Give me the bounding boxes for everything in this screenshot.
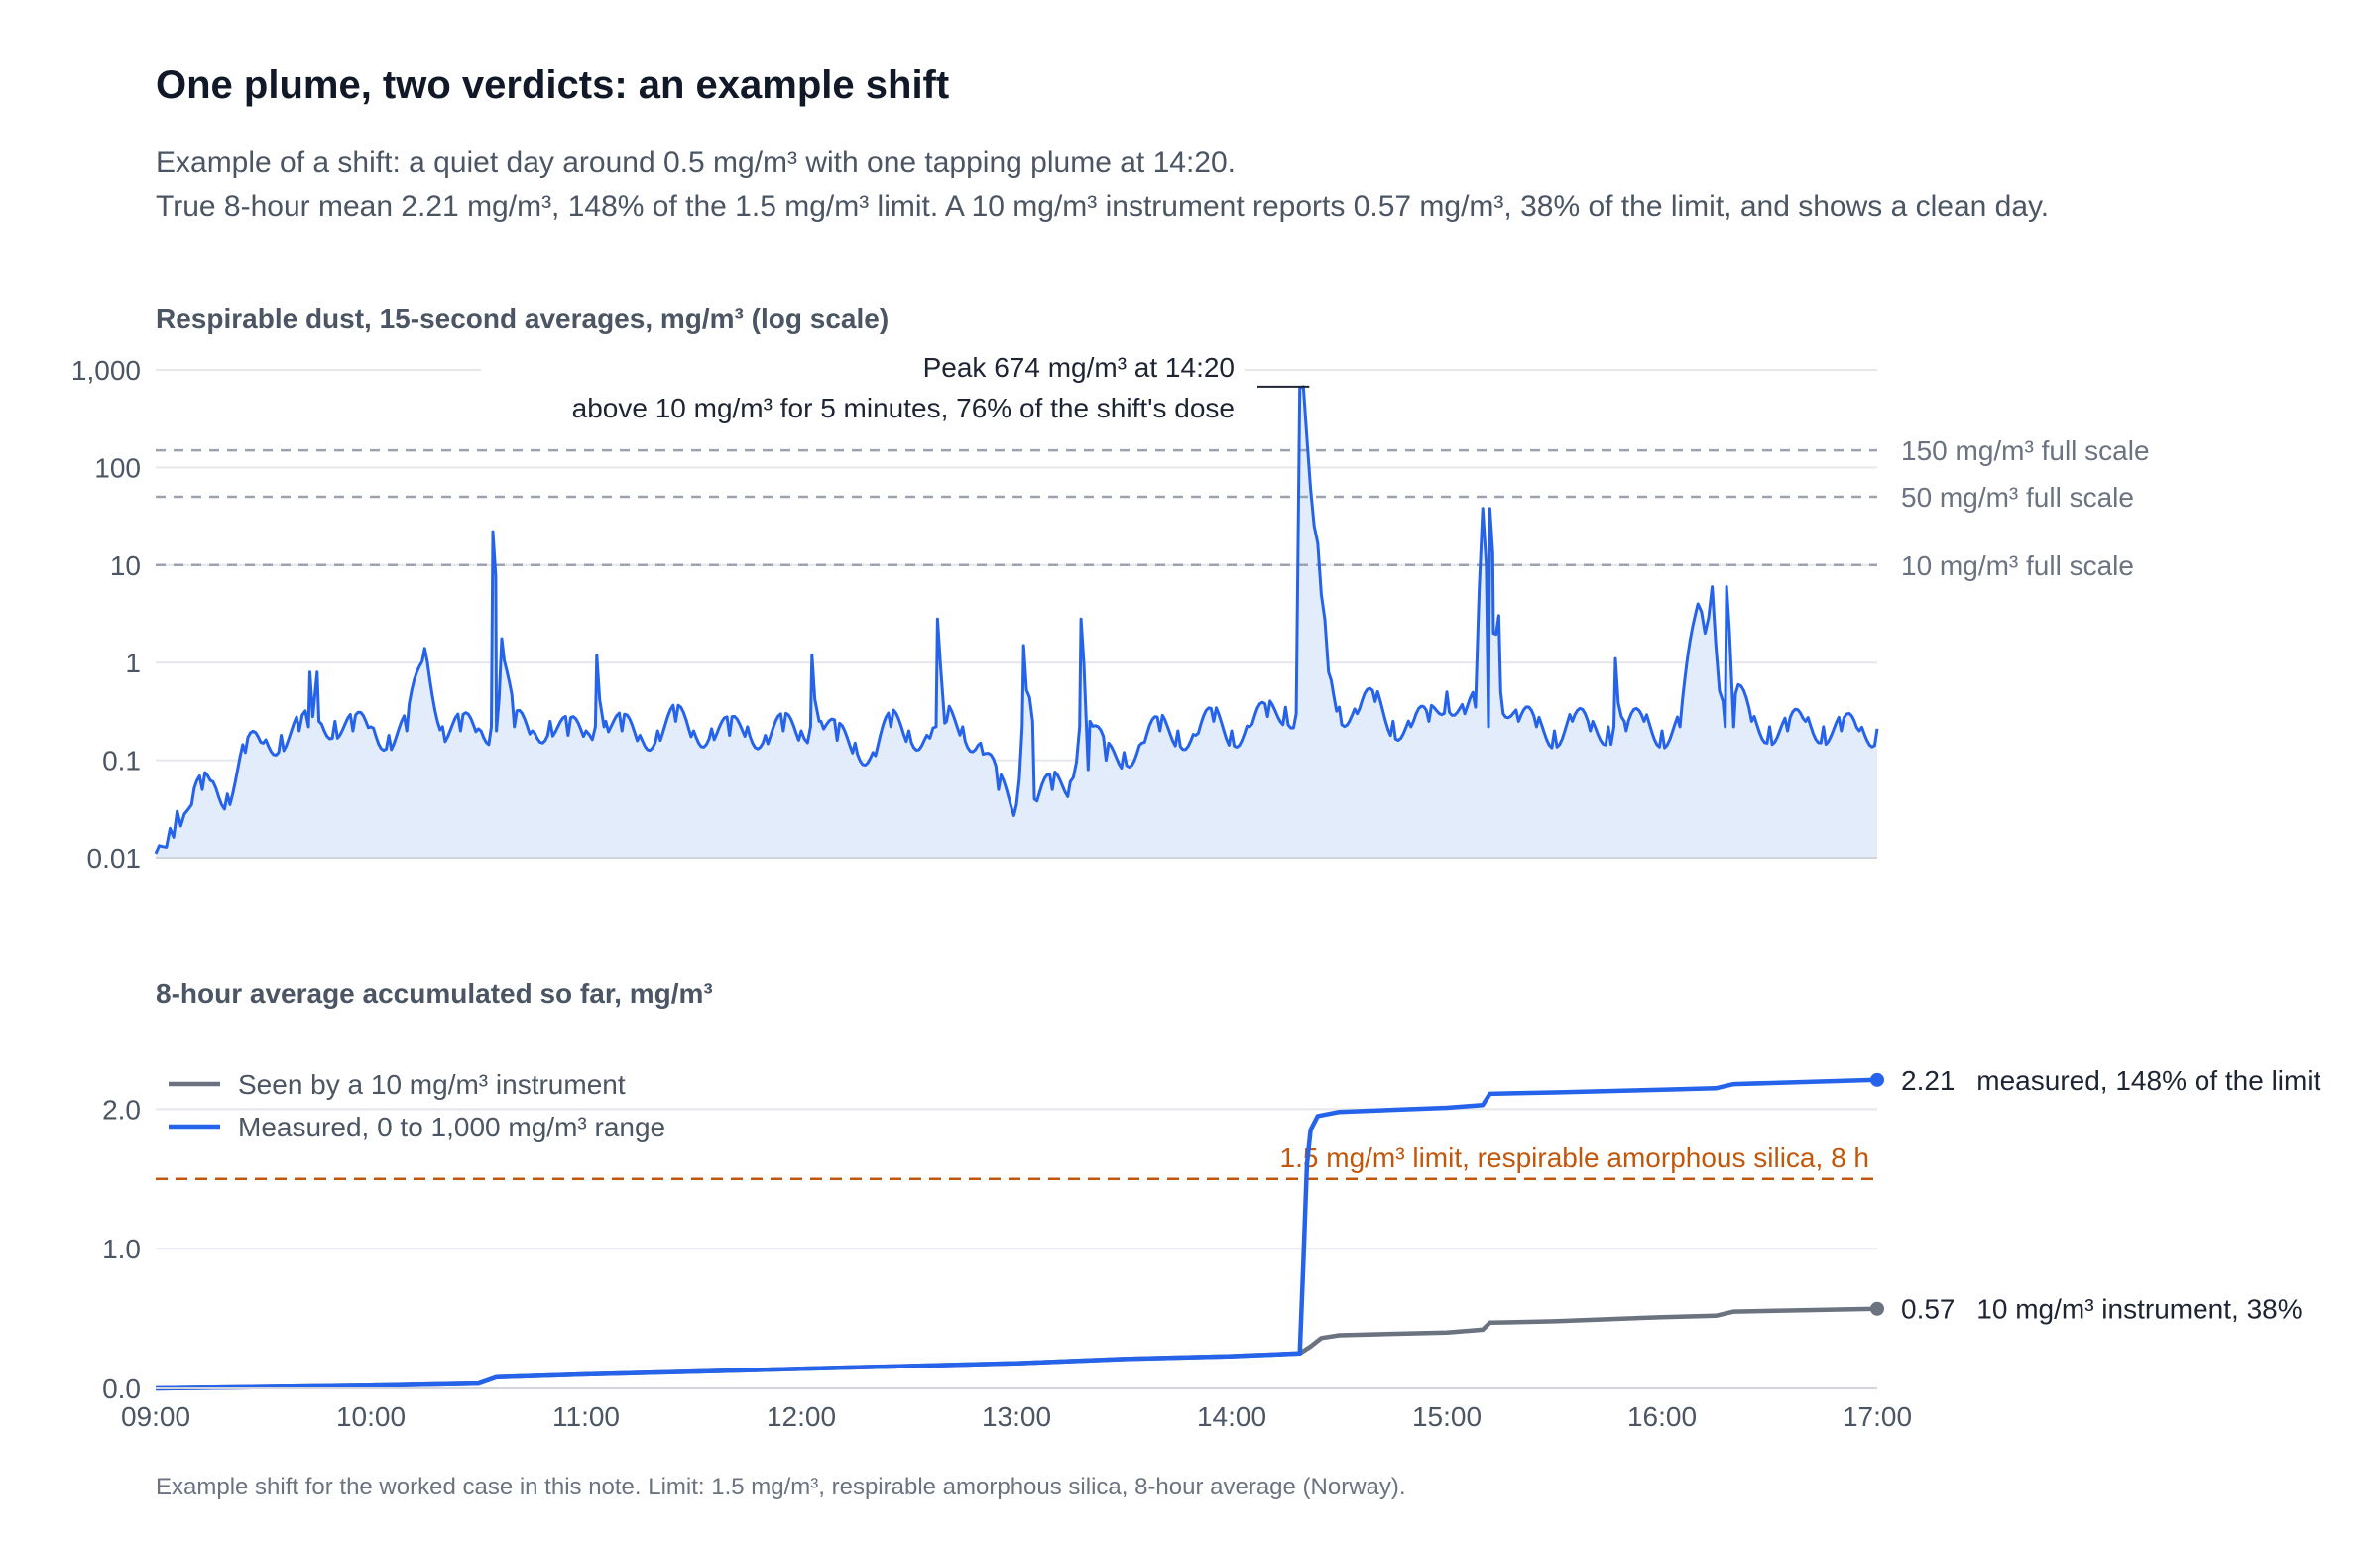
measured-end-text: measured, 148% of the limit — [1976, 1065, 2320, 1096]
x-tick-labels: 09:00 10:00 11:00 12:00 13:00 14:00 15:00 16:00… — [121, 1401, 1912, 1432]
chart-subtitle-line-1: Example of a shift: a quiet day around 0… — [156, 146, 1236, 178]
annotation-backdrop — [481, 347, 1245, 430]
full-scale-label: 50 mg/m³ full scale — [1901, 482, 2134, 513]
measured-end-value: 2.21 — [1901, 1065, 1956, 1096]
top-y-tick-labels: 0.01 0.1 1 10 100 1,000 — [71, 355, 141, 874]
measured-end-dot — [1870, 1072, 1884, 1087]
instrument-end-text: 10 mg/m³ instrument, 38% — [1976, 1294, 2302, 1325]
x-tick-label: 17:00 — [1843, 1401, 1912, 1432]
y-tick-label: 10 — [110, 550, 141, 581]
y-tick-label: 0.0 — [102, 1373, 141, 1404]
measured-end-label: 2.21 measured, 148% of the limit — [1901, 1065, 2321, 1096]
x-tick-label: 13:00 — [982, 1401, 1051, 1432]
y-tick-label: 1,000 — [71, 355, 141, 386]
x-tick-label: 10:00 — [336, 1401, 406, 1432]
bottom-y-tick-labels: 0.0 1.0 2.0 — [102, 1094, 141, 1404]
y-tick-label: 1 — [125, 648, 141, 678]
y-tick-label: 1.0 — [102, 1234, 141, 1264]
y-tick-label: 100 — [94, 452, 141, 483]
legend-label-instrument: Seen by a 10 mg/m³ instrument — [238, 1069, 626, 1100]
x-tick-label: 16:00 — [1627, 1401, 1697, 1432]
x-tick-label: 14:00 — [1197, 1401, 1266, 1432]
full-scale-label: 150 mg/m³ full scale — [1901, 435, 2150, 466]
chart-title: One plume, two verdicts: an example shif… — [156, 63, 949, 107]
legend-label-measured: Measured, 0 to 1,000 mg/m³ range — [238, 1112, 665, 1142]
peak-annotation-line-1: Peak 674 mg/m³ at 14:20 — [923, 352, 1235, 383]
y-tick-label: 0.1 — [102, 746, 141, 776]
dust-series-line — [154, 385, 1879, 855]
x-tick-label: 15:00 — [1412, 1401, 1482, 1432]
instrument-series-line — [155, 1306, 1878, 1391]
legend-item-measured: Measured, 0 to 1,000 mg/m³ range — [169, 1112, 665, 1142]
chart-subtitle-line-2: True 8-hour mean 2.21 mg/m³, 148% of the… — [156, 190, 2049, 223]
instrument-end-label: 0.57 10 mg/m³ instrument, 38% — [1901, 1294, 2303, 1325]
top-panel-title: Respirable dust, 15-second averages, mg/… — [156, 303, 889, 334]
x-tick-label: 12:00 — [767, 1401, 836, 1432]
dust-area — [156, 386, 1877, 858]
peak-annotation-line-2: above 10 mg/m³ for 5 minutes, 76% of the… — [572, 393, 1235, 423]
bottom-panel: 8-hour average accumulated so far, mg/m³… — [102, 978, 2321, 1432]
bottom-panel-title: 8-hour average accumulated so far, mg/m³ — [156, 978, 713, 1009]
x-tick-label: 11:00 — [552, 1401, 620, 1432]
measured-series-line — [155, 1077, 1878, 1391]
instrument-end-value: 0.57 — [1901, 1294, 1956, 1325]
full-scale-label: 10 mg/m³ full scale — [1901, 550, 2134, 581]
legend: Seen by a 10 mg/m³ instrument Measured, … — [169, 1069, 665, 1142]
instrument-end-dot — [1870, 1301, 1884, 1316]
legend-item-instrument: Seen by a 10 mg/m³ instrument — [169, 1069, 626, 1100]
y-tick-label: 2.0 — [102, 1094, 141, 1125]
peak-annotation: Peak 674 mg/m³ at 14:20 above 10 mg/m³ f… — [572, 352, 1310, 423]
y-tick-label: 0.01 — [87, 843, 142, 874]
limit-line-label: 1.5 mg/m³ limit, respirable amorphous si… — [1280, 1142, 1869, 1173]
footer-note: Example shift for the worked case in thi… — [156, 1474, 1406, 1500]
top-panel: Respirable dust, 15-second averages, mg/… — [71, 303, 2150, 874]
x-tick-label: 09:00 — [121, 1401, 190, 1432]
full-scale-reference-lines: 150 mg/m³ full scale 50 mg/m³ full scale 1… — [156, 435, 2150, 581]
